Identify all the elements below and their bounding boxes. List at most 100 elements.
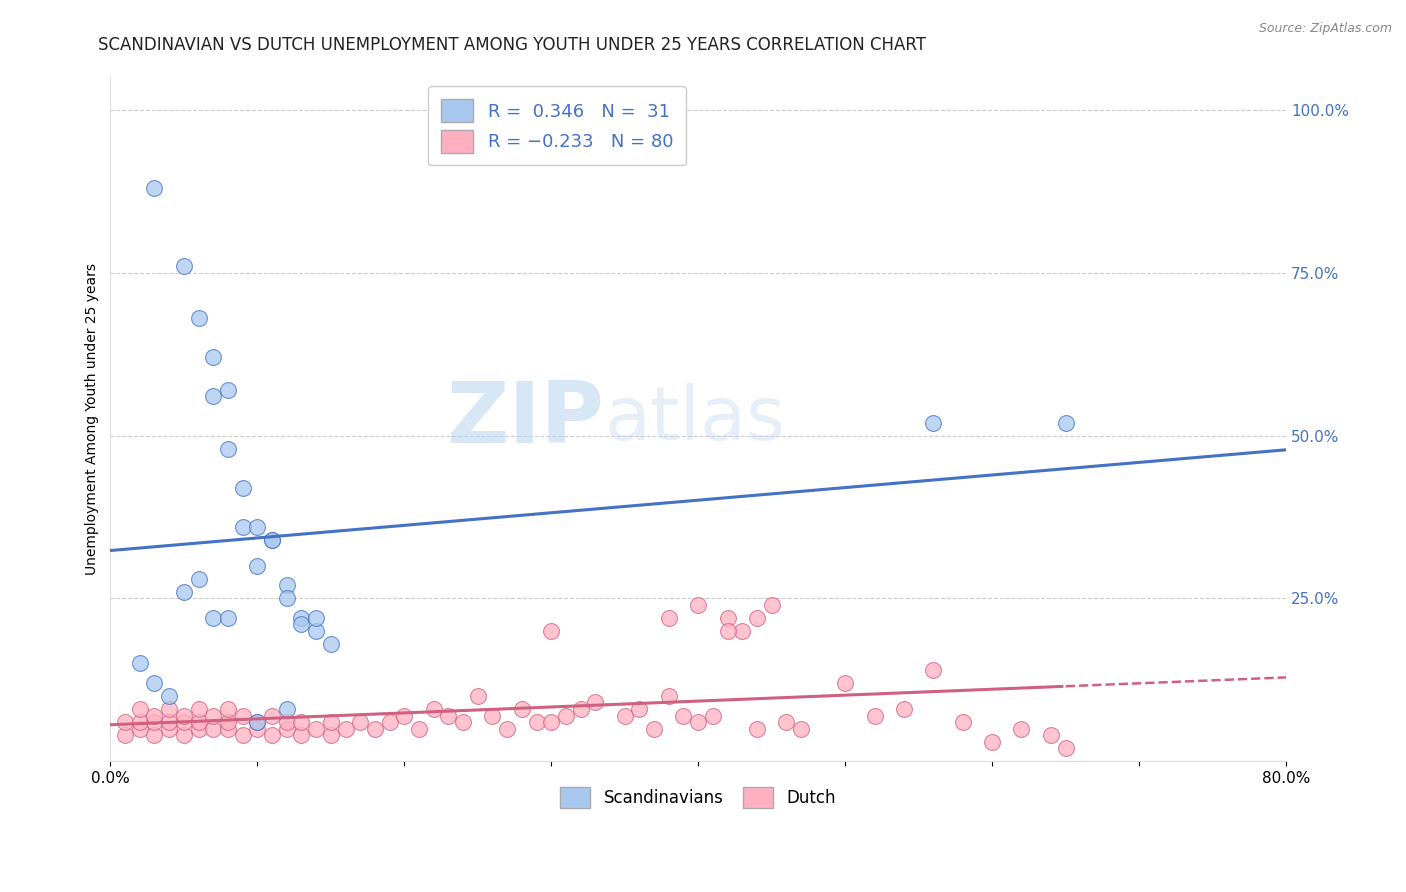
Point: [276, 702, 298, 716]
Point: [467, 689, 489, 703]
Point: [217, 702, 239, 716]
Point: [305, 611, 328, 625]
Point: [276, 722, 298, 736]
Point: [202, 722, 225, 736]
Point: [114, 728, 136, 742]
Point: [202, 611, 225, 625]
Point: [246, 558, 269, 573]
Point: [290, 617, 312, 632]
Point: [658, 611, 681, 625]
Point: [173, 708, 195, 723]
Point: [716, 624, 738, 638]
Point: [451, 714, 474, 729]
Point: [716, 611, 738, 625]
Point: [232, 481, 254, 495]
Point: [335, 722, 357, 736]
Point: [187, 572, 209, 586]
Point: [173, 728, 195, 742]
Point: [202, 708, 225, 723]
Point: [319, 714, 342, 729]
Point: [1011, 722, 1033, 736]
Point: [555, 708, 578, 723]
Text: SCANDINAVIAN VS DUTCH UNEMPLOYMENT AMONG YOUTH UNDER 25 YEARS CORRELATION CHART: SCANDINAVIAN VS DUTCH UNEMPLOYMENT AMONG…: [98, 36, 927, 54]
Point: [863, 708, 886, 723]
Point: [526, 714, 548, 729]
Point: [173, 584, 195, 599]
Point: [260, 533, 283, 547]
Text: Source: ZipAtlas.com: Source: ZipAtlas.com: [1258, 22, 1392, 36]
Point: [510, 702, 533, 716]
Point: [922, 416, 945, 430]
Point: [217, 611, 239, 625]
Point: [276, 714, 298, 729]
Point: [437, 708, 460, 723]
Point: [232, 708, 254, 723]
Point: [246, 722, 269, 736]
Point: [143, 728, 166, 742]
Text: atlas: atlas: [605, 383, 785, 456]
Point: [217, 442, 239, 456]
Point: [246, 519, 269, 533]
Legend: Scandinavians, Dutch: Scandinavians, Dutch: [554, 780, 842, 814]
Point: [202, 351, 225, 365]
Point: [128, 702, 150, 716]
Point: [232, 728, 254, 742]
Point: [790, 722, 813, 736]
Point: [290, 728, 312, 742]
Point: [688, 714, 710, 729]
Point: [688, 598, 710, 612]
Point: [173, 259, 195, 273]
Point: [143, 181, 166, 195]
Point: [349, 714, 371, 729]
Point: [628, 702, 651, 716]
Point: [893, 702, 915, 716]
Point: [643, 722, 665, 736]
Point: [745, 611, 768, 625]
Point: [981, 734, 1004, 748]
Point: [319, 637, 342, 651]
Point: [157, 722, 180, 736]
Point: [187, 311, 209, 326]
Point: [305, 624, 328, 638]
Point: [128, 657, 150, 671]
Point: [157, 714, 180, 729]
Point: [540, 714, 562, 729]
Point: [702, 708, 724, 723]
Y-axis label: Unemployment Among Youth under 25 years: Unemployment Among Youth under 25 years: [86, 263, 100, 575]
Point: [1054, 741, 1077, 756]
Point: [260, 708, 283, 723]
Point: [745, 722, 768, 736]
Point: [187, 722, 209, 736]
Point: [583, 696, 606, 710]
Point: [775, 714, 797, 729]
Point: [613, 708, 636, 723]
Point: [305, 722, 328, 736]
Point: [157, 702, 180, 716]
Point: [143, 676, 166, 690]
Point: [232, 519, 254, 533]
Point: [672, 708, 695, 723]
Point: [422, 702, 444, 716]
Point: [276, 578, 298, 592]
Point: [128, 714, 150, 729]
Point: [246, 714, 269, 729]
Point: [540, 624, 562, 638]
Point: [834, 676, 856, 690]
Point: [260, 533, 283, 547]
Point: [173, 714, 195, 729]
Point: [246, 714, 269, 729]
Point: [569, 702, 592, 716]
Point: [217, 714, 239, 729]
Point: [157, 689, 180, 703]
Point: [408, 722, 430, 736]
Point: [217, 722, 239, 736]
Point: [481, 708, 503, 723]
Point: [364, 722, 387, 736]
Point: [114, 714, 136, 729]
Point: [922, 663, 945, 677]
Point: [260, 728, 283, 742]
Point: [1039, 728, 1062, 742]
Point: [394, 708, 416, 723]
Text: ZIP: ZIP: [446, 377, 605, 461]
Point: [143, 708, 166, 723]
